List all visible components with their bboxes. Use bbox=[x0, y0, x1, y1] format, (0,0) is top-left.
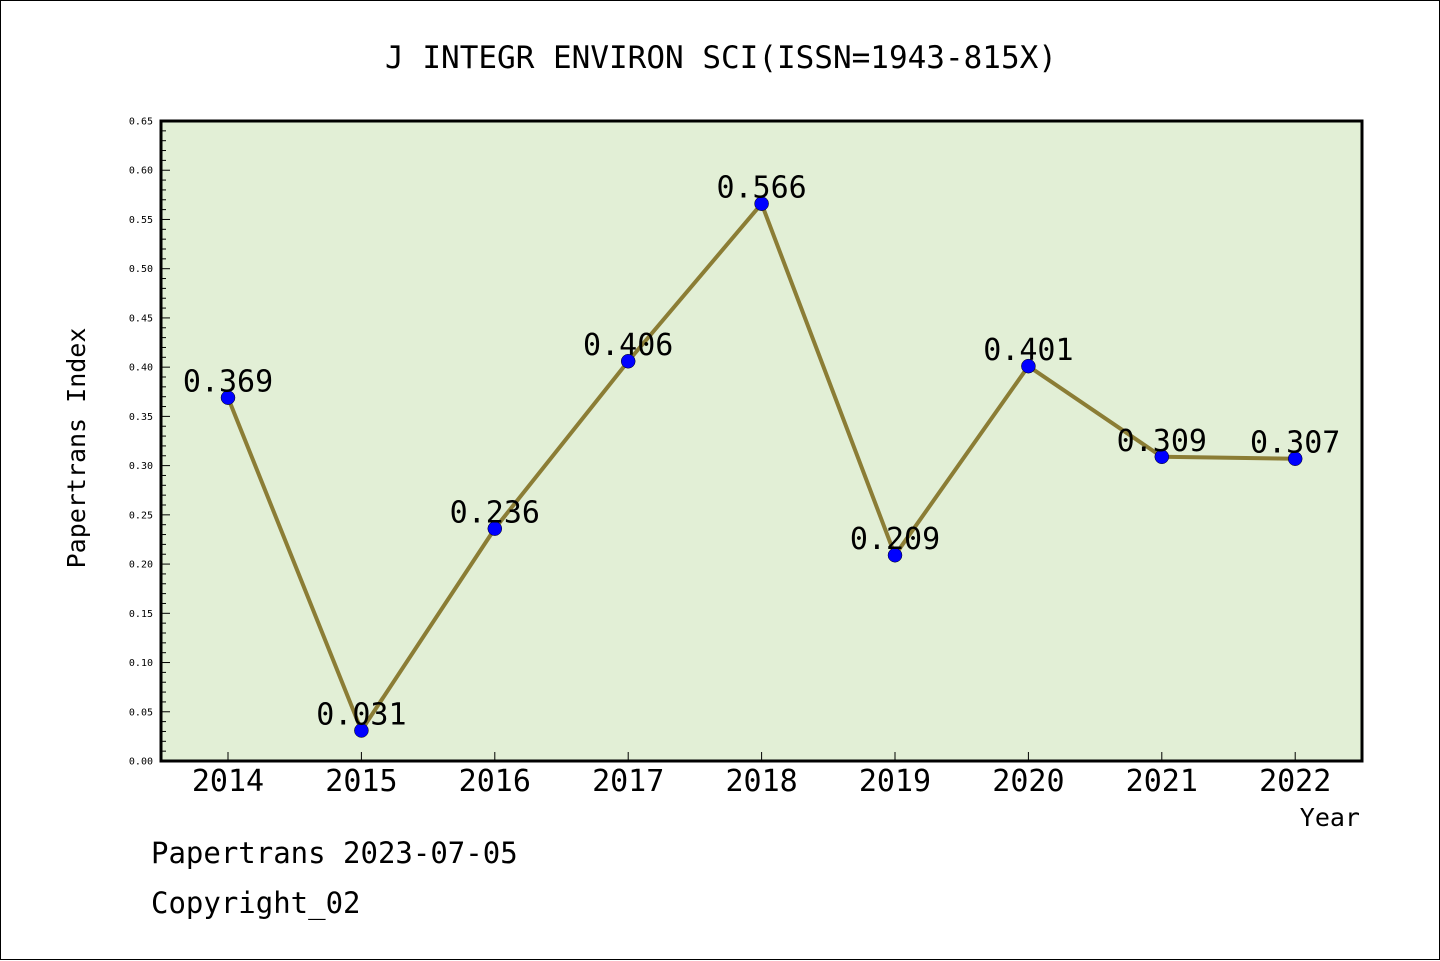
plot-area bbox=[159, 119, 1364, 763]
data-label: 0.031 bbox=[316, 697, 406, 732]
data-label: 0.309 bbox=[1117, 424, 1207, 459]
footer-copyright: Copyright_02 bbox=[151, 886, 361, 920]
data-label: 0.369 bbox=[183, 365, 273, 400]
data-point bbox=[487, 521, 503, 536]
x-tick-label: 2021 bbox=[1126, 764, 1198, 799]
x-tick-label: 2017 bbox=[592, 764, 664, 799]
data-point bbox=[887, 547, 903, 563]
x-axis: 2014 2015 2016 2017 2018 2019 2020 2021 2022 bbox=[192, 752, 1331, 799]
data-markers bbox=[220, 196, 1303, 738]
x-tick-label: 2020 bbox=[992, 764, 1064, 799]
y-tick-label: 0.00 bbox=[129, 757, 153, 768]
y-axis: 0.00 0.05 0.10 0.15 0.20 0.25 0.30 0.35 0.40 0.45… bbox=[129, 117, 170, 768]
data-point bbox=[1287, 451, 1303, 466]
y-tick-label: 0.45 bbox=[129, 313, 153, 324]
y-tick-label: 0.40 bbox=[129, 363, 153, 374]
x-tick-label: 2014 bbox=[192, 764, 264, 799]
y-tick-label: 0.50 bbox=[129, 264, 153, 275]
data-point bbox=[620, 353, 636, 369]
x-tick-label: 2022 bbox=[1259, 764, 1331, 799]
y-axis-title: Papertrans Index bbox=[62, 328, 91, 569]
data-point bbox=[354, 723, 369, 738]
y-tick-label: 0.60 bbox=[129, 166, 153, 177]
y-tick-label: 0.35 bbox=[129, 412, 153, 423]
data-point bbox=[754, 196, 769, 211]
y-tick-label: 0.65 bbox=[129, 117, 153, 128]
x-tick-label: 2018 bbox=[725, 764, 797, 799]
data-label: 0.236 bbox=[450, 496, 540, 531]
data-label: 0.406 bbox=[583, 328, 673, 363]
x-tick-label: 2019 bbox=[859, 764, 931, 799]
data-label: 0.401 bbox=[983, 333, 1073, 368]
y-tick-label: 0.30 bbox=[129, 461, 153, 472]
data-labels: 0.369 0.031 0.236 0.406 0.566 0.209 0.401 0.309… bbox=[183, 171, 1341, 733]
y-tick-label: 0.20 bbox=[129, 560, 153, 571]
x-axis-title: Year bbox=[1300, 803, 1360, 832]
data-label: 0.566 bbox=[716, 171, 806, 206]
data-point bbox=[1154, 449, 1170, 465]
y-tick-label: 0.25 bbox=[129, 510, 153, 521]
x-tick-label: 2015 bbox=[325, 764, 397, 799]
data-label: 0.307 bbox=[1250, 426, 1340, 461]
y-tick-label: 0.10 bbox=[129, 658, 153, 669]
y-tick-label: 0.05 bbox=[129, 707, 153, 718]
y-tick-label: 0.55 bbox=[129, 215, 153, 226]
y-tick-label: 0.15 bbox=[129, 609, 153, 620]
chart-title: J INTEGR ENVIRON SCI(ISSN=1943-815X) bbox=[385, 40, 1057, 76]
x-tick-label: 2016 bbox=[459, 764, 531, 799]
data-point bbox=[220, 390, 236, 405]
footer-date: Papertrans 2023-07-05 bbox=[151, 836, 518, 870]
data-point bbox=[1021, 358, 1036, 374]
data-label: 0.209 bbox=[850, 522, 940, 557]
